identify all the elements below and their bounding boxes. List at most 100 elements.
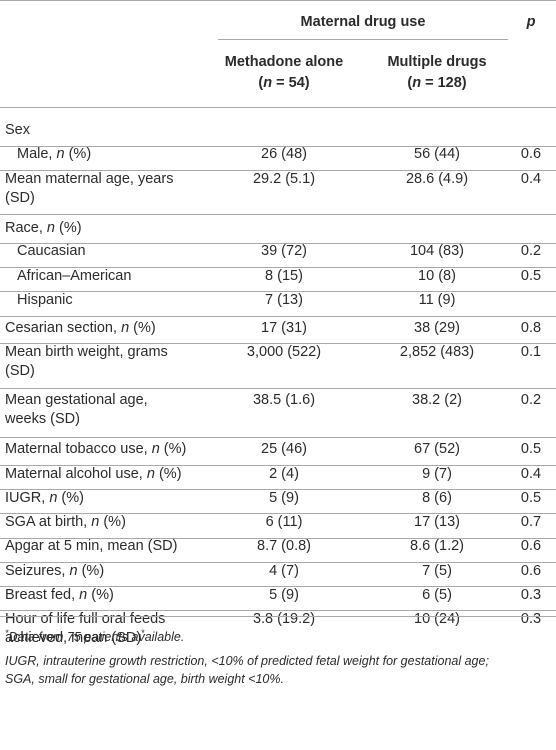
group-header: Maternal drug use	[300, 14, 426, 30]
row-divider	[0, 343, 556, 344]
row-divider	[0, 489, 556, 490]
row-label-line1: Mean birth weight, grams	[5, 344, 168, 360]
row-divider	[0, 586, 556, 587]
row-label-line1: Mean gestational age,	[5, 392, 148, 408]
p-value: 0.4	[520, 466, 542, 482]
methadone-value: 5 (9)	[269, 587, 299, 603]
methadone-value: 7 (13)	[265, 292, 303, 308]
methadone-value: 6 (11)	[265, 514, 303, 530]
multiple-drugs-value: 104 (83)	[409, 243, 464, 259]
p-header: p	[526, 14, 536, 30]
p-value: 0.5	[520, 268, 542, 284]
row-divider	[0, 170, 556, 171]
methadone-value: 25 (46)	[261, 441, 307, 457]
multiple-drugs-value: 9 (7)	[422, 466, 452, 482]
row-label: Breast fed, n (%)	[5, 587, 114, 603]
p-value: 0.3	[520, 587, 542, 603]
methadone-value: 38.5 (1.6)	[252, 392, 316, 408]
methadone-value: 5 (9)	[269, 490, 299, 506]
multiple-drugs-value: 2,852 (483)	[399, 344, 475, 360]
methadone-value: 4 (7)	[269, 563, 299, 579]
group-header-rule	[218, 39, 508, 40]
p-value: 0.6	[520, 563, 542, 579]
methadone-value: 8 (15)	[265, 268, 303, 284]
row-label: African–American	[17, 268, 132, 284]
methadone-value: 2 (4)	[269, 466, 299, 482]
row-divider	[0, 437, 556, 438]
p-value: 0.7	[520, 514, 542, 530]
methadone-value: 29.2 (5.1)	[252, 171, 316, 187]
multiple-drugs-value: 10 (8)	[418, 268, 456, 284]
row-divider	[0, 610, 556, 611]
multiple-drugs-value: 17 (13)	[414, 514, 460, 530]
row-divider	[0, 146, 556, 147]
footnote-abbrev-2: SGA, small for gestational age, birth we…	[5, 672, 284, 686]
row-label: Sex	[5, 122, 30, 138]
multiple-drugs-value: 7 (5)	[422, 563, 452, 579]
footnote-star: *Data from 75 patients available.	[5, 627, 185, 644]
multiple-drugs-value: 38.2 (2)	[412, 392, 462, 408]
col1-header-name: Methadone alone	[224, 54, 344, 70]
row-divider	[0, 388, 556, 389]
methadone-value: 3.8 (19.2)	[252, 611, 316, 627]
methadone-value: 17 (31)	[261, 320, 307, 336]
p-value: 0.5	[520, 441, 542, 457]
row-divider	[0, 291, 556, 292]
row-label: SGA at birth, n (%)	[5, 514, 126, 530]
methadone-value: 39 (72)	[261, 243, 307, 259]
p-value: 0.2	[520, 392, 542, 408]
row-divider	[0, 513, 556, 514]
row-label-line1: Hour of life full oral feeds	[5, 611, 166, 627]
row-label-line2: (SD)	[5, 190, 35, 206]
table-bottom-rule	[0, 616, 556, 617]
row-label-line1: Mean maternal age, years	[5, 171, 174, 187]
multiple-drugs-value: 38 (29)	[414, 320, 460, 336]
row-label: Male, n (%)	[17, 146, 92, 162]
row-label: Race, n (%)	[5, 220, 82, 236]
methadone-value: 26 (48)	[261, 146, 307, 162]
row-label: Seizures, n (%)	[5, 563, 105, 579]
row-divider	[0, 465, 556, 466]
col2-header-name: Multiple drugs	[387, 54, 487, 70]
row-label: Hispanic	[17, 292, 73, 308]
row-label: Maternal tobacco use, n (%)	[5, 441, 187, 457]
row-divider	[0, 267, 556, 268]
row-divider	[0, 538, 556, 539]
multiple-drugs-value: 11 (9)	[418, 292, 456, 308]
methadone-value: 3,000 (522)	[246, 344, 322, 360]
p-value: 0.1	[520, 344, 542, 360]
row-divider	[0, 562, 556, 563]
col2-header-n: (n = 128)	[407, 75, 467, 91]
footnote-abbrev-1: IUGR, intrauterine growth restriction, <…	[5, 654, 489, 668]
multiple-drugs-value: 8 (6)	[422, 490, 452, 506]
p-value: 0.8	[520, 320, 542, 336]
multiple-drugs-value: 56 (44)	[414, 146, 460, 162]
row-label: Maternal alcohol use, n (%)	[5, 466, 182, 482]
p-value: 0.4	[520, 171, 542, 187]
row-divider	[0, 243, 556, 244]
col1-header-n: (n = 54)	[258, 75, 310, 91]
row-label: IUGR, n (%)	[5, 490, 84, 506]
table-top-rule	[0, 0, 556, 1]
methadone-value: 8.7 (0.8)	[257, 538, 311, 554]
multiple-drugs-value: 10 (24)	[414, 611, 460, 627]
row-label: Cesarian section, n (%)	[5, 320, 156, 336]
row-label-line2: achieved, mean (SD)*	[5, 628, 145, 646]
p-value: 0.2	[520, 243, 542, 259]
row-label-line2: (SD)	[5, 363, 35, 379]
row-label: Apgar at 5 min, mean (SD)	[5, 538, 178, 554]
row-label-line2: weeks (SD)	[5, 411, 80, 427]
p-value: 0.3	[520, 611, 542, 627]
row-label: Caucasian	[17, 243, 86, 259]
multiple-drugs-value: 6 (5)	[422, 587, 452, 603]
p-value: 0.6	[520, 146, 542, 162]
p-value: 0.5	[520, 490, 542, 506]
p-value: 0.6	[520, 538, 542, 554]
row-divider	[0, 214, 556, 215]
header-bottom-rule	[0, 107, 556, 108]
multiple-drugs-value: 8.6 (1.2)	[410, 538, 464, 554]
multiple-drugs-value: 67 (52)	[414, 441, 460, 457]
multiple-drugs-value: 28.6 (4.9)	[405, 171, 469, 187]
row-divider	[0, 316, 556, 317]
